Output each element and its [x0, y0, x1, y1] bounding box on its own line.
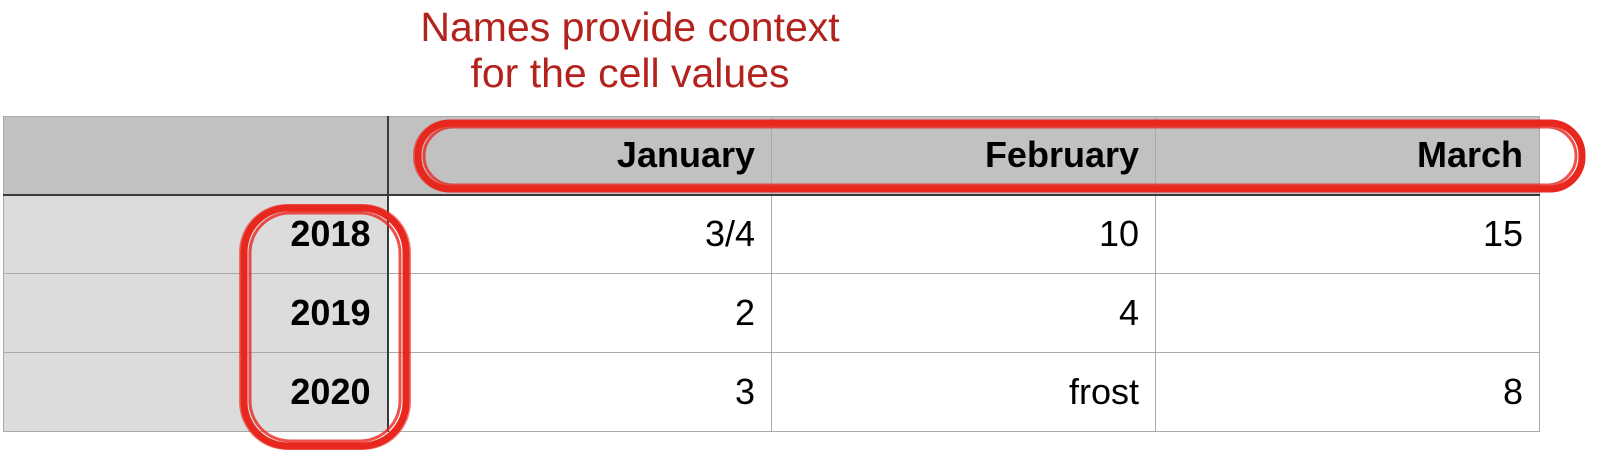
- table-cell[interactable]: 3: [387, 352, 772, 432]
- table-row: 2019 2 4: [3, 273, 1540, 353]
- caption-line-2: for the cell values: [470, 50, 790, 96]
- annotation-caption: Names provide context for the cell value…: [350, 4, 910, 96]
- table-cell[interactable]: [1155, 273, 1540, 353]
- table-cell[interactable]: 2: [387, 273, 772, 353]
- header-row: January February March: [3, 116, 1540, 196]
- column-header-february[interactable]: February: [771, 116, 1156, 196]
- column-header-january[interactable]: January: [387, 116, 772, 196]
- column-header-march[interactable]: March: [1155, 116, 1540, 196]
- spreadsheet-table: January February March 2018 3/4 10 15 20…: [3, 116, 1540, 432]
- table-cell[interactable]: frost: [771, 352, 1156, 432]
- table-cell[interactable]: 4: [771, 273, 1156, 353]
- row-header-2019[interactable]: 2019: [3, 273, 389, 353]
- table-row: 2018 3/4 10 15: [3, 194, 1540, 274]
- caption-line-1: Names provide context: [420, 4, 840, 50]
- corner-cell[interactable]: [3, 116, 389, 196]
- table-cell[interactable]: 15: [1155, 194, 1540, 274]
- table-row: 2020 3 frost 8: [3, 352, 1540, 432]
- table-cell[interactable]: 3/4: [387, 194, 772, 274]
- table-cell[interactable]: 10: [771, 194, 1156, 274]
- row-header-2020[interactable]: 2020: [3, 352, 389, 432]
- table-cell[interactable]: 8: [1155, 352, 1540, 432]
- row-header-2018[interactable]: 2018: [3, 194, 389, 274]
